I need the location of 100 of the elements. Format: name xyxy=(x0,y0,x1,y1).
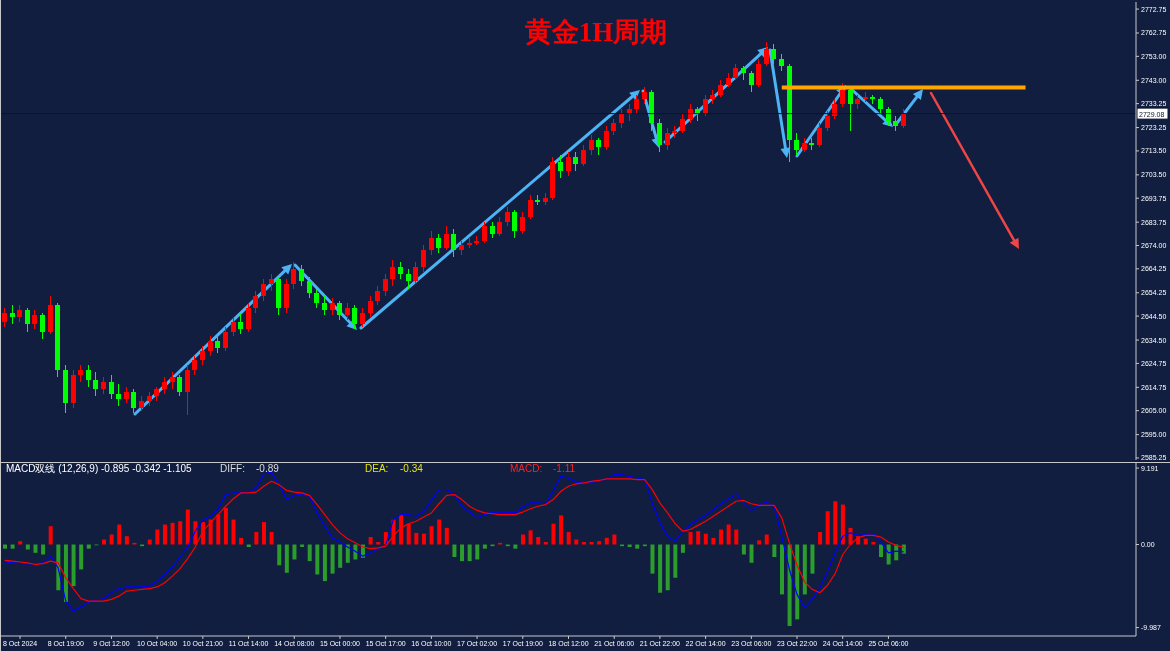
candlestick xyxy=(246,302,251,333)
candlestick xyxy=(764,41,769,67)
bar xyxy=(376,542,381,545)
bar xyxy=(79,544,84,570)
candlestick xyxy=(825,110,830,132)
bar xyxy=(688,532,693,545)
bar xyxy=(810,544,815,574)
candlestick xyxy=(375,285,380,306)
candlestick xyxy=(208,335,213,357)
candlestick xyxy=(299,264,304,287)
candlestick xyxy=(794,132,799,156)
candlestick xyxy=(680,113,685,134)
annotation: -1.11 xyxy=(553,463,576,475)
candlestick xyxy=(32,309,37,330)
candlestick xyxy=(116,383,121,407)
candlestick xyxy=(368,295,373,318)
bar xyxy=(25,544,30,550)
bar xyxy=(147,539,152,545)
bar xyxy=(475,544,480,560)
candlestick xyxy=(177,374,182,397)
candlestick xyxy=(383,273,388,297)
bar xyxy=(581,542,586,545)
candlestick xyxy=(581,144,586,167)
bar xyxy=(124,536,129,545)
bar xyxy=(414,532,419,545)
bar xyxy=(117,524,122,545)
bar xyxy=(825,511,830,545)
candlestick xyxy=(749,70,754,93)
candlestick xyxy=(482,221,487,244)
candlestick xyxy=(558,154,563,179)
bar xyxy=(696,531,701,545)
bar xyxy=(604,537,609,545)
bar xyxy=(574,539,579,545)
bar xyxy=(170,522,175,545)
bar xyxy=(231,519,236,545)
candlestick xyxy=(390,259,395,287)
bar xyxy=(680,544,685,553)
bar xyxy=(437,519,442,545)
bar xyxy=(315,544,320,575)
bar xyxy=(589,542,594,545)
bar xyxy=(368,537,373,545)
bar xyxy=(102,539,107,545)
candlestick xyxy=(657,118,662,153)
bar xyxy=(239,537,244,545)
candlestick xyxy=(528,194,533,220)
bar xyxy=(10,544,15,549)
bar xyxy=(284,544,289,573)
bar xyxy=(665,544,670,591)
candlestick xyxy=(291,261,296,290)
candlestick xyxy=(40,312,45,340)
bar xyxy=(444,527,449,545)
bar xyxy=(399,514,404,545)
bar xyxy=(779,544,784,595)
bar xyxy=(711,537,716,545)
candlestick xyxy=(86,364,91,388)
candlestick xyxy=(2,307,7,328)
bar xyxy=(520,534,525,545)
candlestick xyxy=(444,225,449,251)
candlestick xyxy=(253,290,258,314)
candlestick xyxy=(231,316,236,337)
candlestick xyxy=(619,108,624,129)
bar xyxy=(673,544,678,578)
candlestick xyxy=(840,82,845,108)
candlestick xyxy=(512,209,517,239)
candlestick xyxy=(665,127,670,151)
bar xyxy=(208,519,213,545)
bar xyxy=(185,509,190,545)
bar xyxy=(254,532,259,545)
bar xyxy=(18,541,23,545)
bar xyxy=(421,533,426,545)
bar xyxy=(155,529,160,545)
candlestick xyxy=(848,86,853,132)
bar xyxy=(597,541,602,545)
bar xyxy=(330,544,335,574)
candlestick xyxy=(215,333,220,354)
candlestick xyxy=(688,103,693,124)
bar xyxy=(612,534,617,545)
annotation: -0.34 xyxy=(400,463,423,475)
bar xyxy=(223,507,228,545)
candlestick xyxy=(771,43,776,65)
bar xyxy=(269,532,274,545)
candlestick xyxy=(886,106,891,127)
bar xyxy=(307,544,312,562)
candlestick xyxy=(634,94,639,115)
bar xyxy=(482,544,487,549)
bar xyxy=(201,522,206,545)
bar xyxy=(772,544,777,557)
bar xyxy=(460,544,465,562)
annotation: DEA: xyxy=(365,463,389,475)
candlestick xyxy=(756,58,761,88)
candlestick xyxy=(406,268,411,290)
candlestick xyxy=(200,345,205,366)
candlestick xyxy=(192,355,197,376)
bar xyxy=(429,526,434,545)
text: 黄金1H周期 xyxy=(524,16,668,48)
bar xyxy=(109,534,114,545)
annotation: MACD双线 (12,26,9) -0.895 -0.342 -1.105 xyxy=(6,463,192,475)
bar xyxy=(48,526,53,545)
bar xyxy=(261,522,266,545)
bar xyxy=(749,544,754,563)
